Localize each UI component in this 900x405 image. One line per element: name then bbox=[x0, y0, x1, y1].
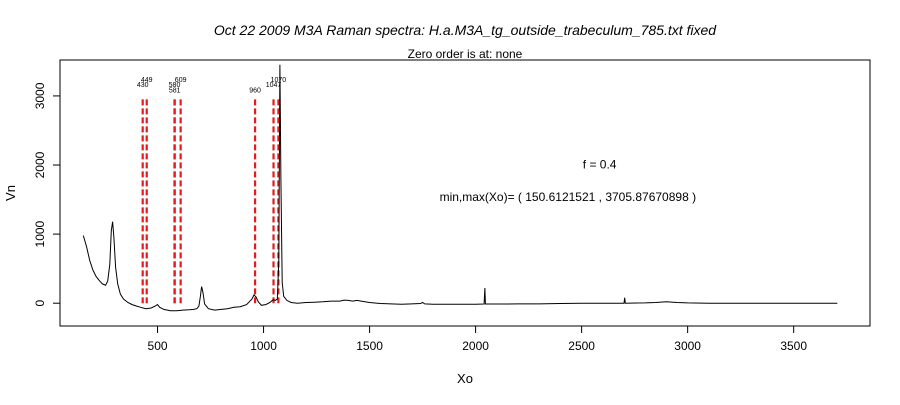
peak-marker-label: 609 bbox=[175, 77, 187, 84]
y-tick-label: 1000 bbox=[33, 220, 47, 247]
y-axis: 0 1000 2000 3000 bbox=[33, 82, 60, 307]
x-tick-label: 1000 bbox=[250, 339, 277, 353]
spectrum-line bbox=[82, 64, 838, 312]
x-tick-label: 3000 bbox=[674, 339, 701, 353]
chart-title: Oct 22 2009 M3A Raman spectra: H.a.M3A_t… bbox=[214, 22, 717, 38]
y-tick-label: 3000 bbox=[33, 82, 47, 109]
peak-marker-label: 581 bbox=[169, 87, 181, 94]
x-axis: 500 1000 1500 2000 2500 3000 3500 bbox=[148, 325, 807, 353]
y-axis-label: Vn bbox=[3, 185, 18, 201]
annotations: f = 0.4 min,max(Xo)= ( 150.6121521 , 3705… bbox=[440, 157, 697, 203]
x-tick-label: 1500 bbox=[356, 339, 383, 353]
x-axis-label: Xo bbox=[457, 371, 473, 386]
x-tick-label: 500 bbox=[148, 339, 168, 353]
x-tick-label: 2500 bbox=[568, 339, 595, 353]
y-tick-label: 0 bbox=[33, 300, 47, 307]
peak-marker-label: 1047 bbox=[266, 82, 282, 89]
chart-subtitle: Zero order is at: none bbox=[408, 47, 523, 61]
peak-marker-label: 430 bbox=[137, 82, 149, 89]
annotation-text: min,max(Xo)= ( 150.6121521 , 3705.876708… bbox=[440, 190, 697, 204]
y-tick-label: 2000 bbox=[33, 151, 47, 178]
peak-marker-label: 960 bbox=[249, 87, 261, 94]
peak-marker-label: 449 bbox=[141, 77, 153, 84]
x-tick-label: 2000 bbox=[462, 339, 489, 353]
spectrum-series bbox=[82, 64, 838, 312]
peak-marker-label: 1070 bbox=[271, 77, 287, 84]
peak-marker-label: 580 bbox=[169, 82, 181, 89]
x-tick-label: 3500 bbox=[780, 339, 807, 353]
annotation-text: f = 0.4 bbox=[583, 157, 617, 171]
